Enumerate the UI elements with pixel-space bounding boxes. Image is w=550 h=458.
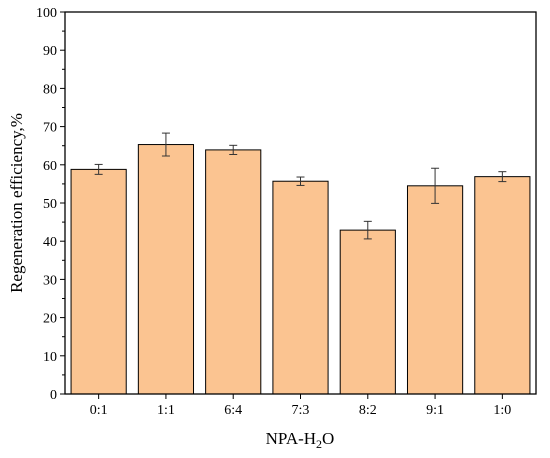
error-bars-group [94,132,507,240]
x-tick-label: 1:1 [157,403,175,418]
bar [137,144,195,395]
x-axis-title-subscript: 2 [316,437,322,451]
x-axis-title-tail: O [322,429,334,448]
y-tick-label: 10 [43,350,57,365]
y-tick-label: 80 [43,82,57,97]
x-tick-label: 6:4 [224,403,242,418]
x-tick-label: 9:1 [426,403,444,418]
y-tick-label: 20 [43,312,57,327]
x-tick-label: 8:2 [359,403,377,418]
bar [70,168,127,395]
y-tick-label: 0 [50,388,57,403]
bar [205,149,262,395]
x-tick-label: 7:3 [292,403,310,418]
bar [406,185,464,395]
y-axis: 0 10 20 30 40 50 60 70 80 90 100 [36,6,65,403]
x-axis: 0:1 1:1 6:4 7:3 8:2 9:1 1:0 [90,394,511,418]
bar [474,176,531,395]
y-tick-label: 90 [43,44,57,59]
y-tick-label: 30 [43,273,57,288]
y-tick-label: 70 [43,121,57,136]
y-axis-title: Regeneration efficiency,% [7,113,26,293]
y-tick-label: 100 [36,6,57,21]
bar [272,180,329,395]
x-tick-label: 0:1 [90,403,108,418]
bar [339,229,396,395]
bars-group [70,144,531,395]
x-axis-title: NPA-H2O [266,429,335,451]
x-axis-title-main: NPA-H [266,429,316,448]
y-tick-label: 40 [43,235,57,250]
y-tick-label: 50 [43,197,57,212]
y-tick-label: 60 [43,159,57,174]
x-tick-label: 1:0 [493,403,511,418]
